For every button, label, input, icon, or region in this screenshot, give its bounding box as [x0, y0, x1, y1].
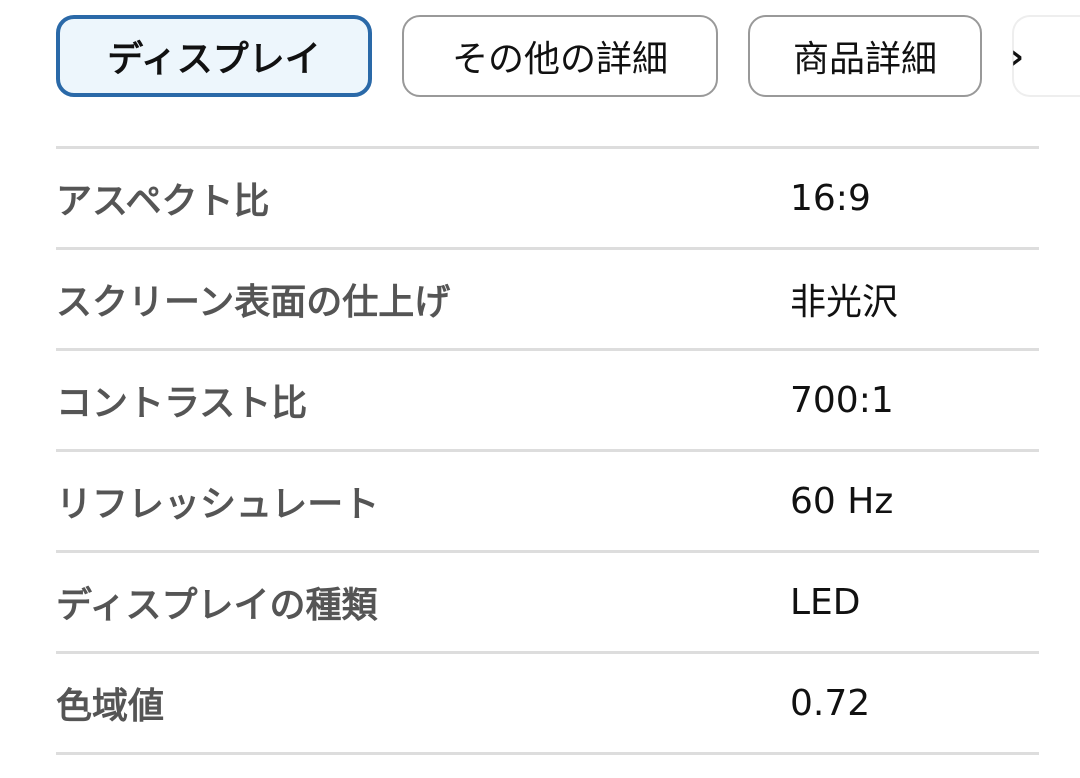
chevron-right-icon[interactable]: ›: [1010, 37, 1025, 77]
spec-value: 16:9: [790, 177, 871, 219]
table-row: コントラスト比 700:1: [56, 351, 1039, 452]
spec-value: 0.72: [790, 682, 871, 724]
spec-label: スクリーン表面の仕上げ: [56, 282, 451, 323]
spec-label: リフレッシュレート: [56, 484, 380, 525]
spec-value: 非光沢: [790, 282, 899, 323]
spec-table: アスペクト比 16:9 スクリーン表面の仕上げ 非光沢 コントラスト比 700:1 リ…: [56, 146, 1039, 755]
table-row: リフレッシュレート 60 Hz: [56, 452, 1039, 553]
tab-partial-next[interactable]: [1012, 15, 1080, 97]
table-row: アスペクト比 16:9: [56, 149, 1039, 250]
spec-label: 色域値: [56, 686, 165, 727]
spec-label: コントラスト比: [56, 383, 308, 424]
spec-label: ディスプレイの種類: [56, 585, 378, 626]
spec-value: 700:1: [790, 379, 894, 421]
tab-bar: ディスプレイ その他の詳細 商品詳細 ›: [56, 15, 1080, 101]
tab-product-details[interactable]: 商品詳細: [748, 15, 982, 97]
spec-value: LED: [790, 581, 861, 623]
spec-value: 60 Hz: [790, 480, 894, 522]
tab-other-details[interactable]: その他の詳細: [402, 15, 718, 97]
spec-label: アスペクト比: [56, 181, 270, 222]
tab-display[interactable]: ディスプレイ: [56, 15, 372, 97]
table-row: スクリーン表面の仕上げ 非光沢: [56, 250, 1039, 351]
table-row: ディスプレイの種類 LED: [56, 553, 1039, 654]
table-row: 色域値 0.72: [56, 654, 1039, 755]
